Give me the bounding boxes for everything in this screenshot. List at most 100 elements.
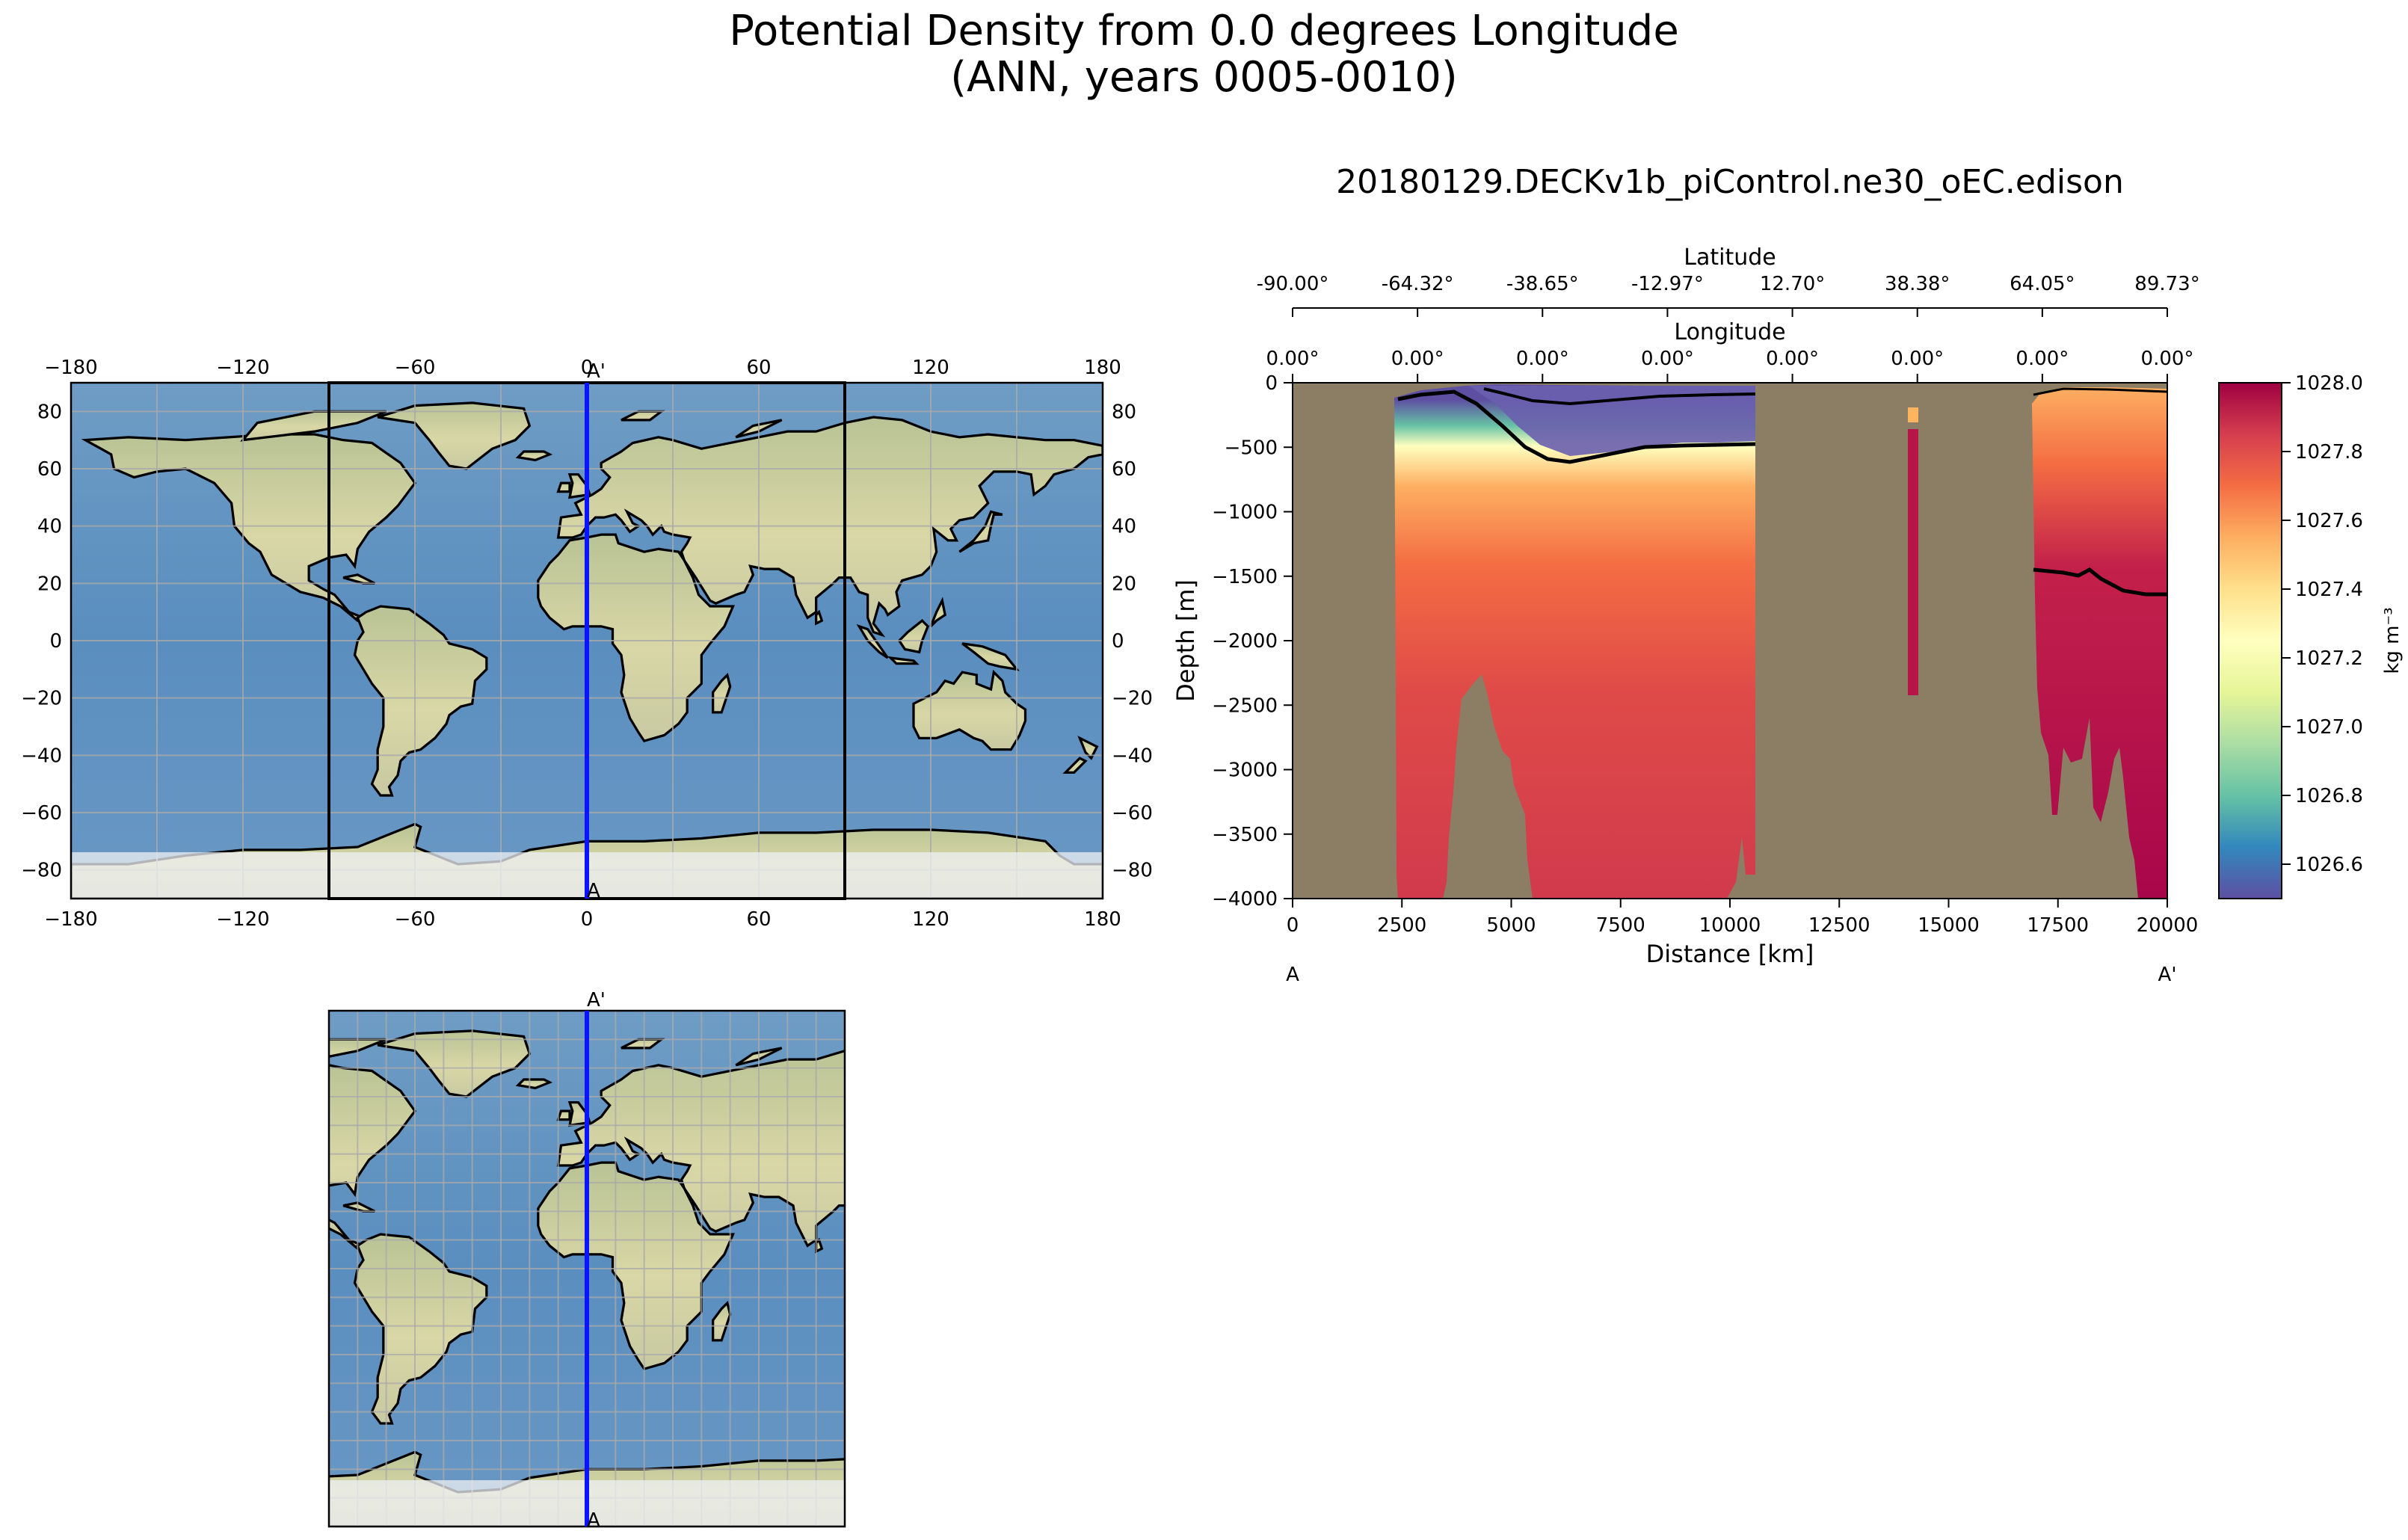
density-med-surface	[1908, 407, 1918, 422]
longitude-tick: 0.00°	[2141, 348, 2194, 370]
section-ytick: −4000	[1212, 888, 1278, 911]
map-ytick-left: 60	[37, 458, 62, 481]
longitude-ticks: 0.00° 0.00° 0.00° 0.00° 0.00° 0.00° 0.00° 0.00°	[1266, 348, 2194, 383]
longitude-tick: 0.00°	[1891, 348, 1944, 370]
map-ytick-left: −40	[21, 745, 62, 767]
section-xtick: 17500	[2027, 914, 2089, 937]
map-ytick-right: 80	[1112, 401, 1136, 423]
map-xtick-bottom: −120	[216, 908, 269, 931]
figure-title-line1: Potential Density from 0.0 degrees Longi…	[729, 7, 1679, 55]
map-ytick-left: 0	[49, 630, 62, 653]
colorbar-label: kg m⁻³	[2381, 607, 2404, 674]
map-xtick-top: 0	[581, 357, 594, 379]
map-xtick-top: −60	[395, 357, 436, 379]
colorbar	[2218, 382, 2282, 899]
longitude-tick: 0.00°	[1516, 348, 1569, 370]
surface-light-water	[1469, 386, 1755, 456]
colorbar-tick: 1026.6	[2295, 854, 2363, 876]
section-ytick: −1000	[1212, 502, 1278, 524]
longitude-axis-label: Longitude	[1674, 319, 1785, 345]
map-xtick-bottom: 180	[1084, 908, 1121, 931]
section-ytick: −1500	[1212, 566, 1278, 588]
latitude-tick: -64.32°	[1382, 273, 1454, 295]
section-ytick: 0	[1265, 372, 1278, 395]
zoom-transect-start-label: A	[587, 1509, 600, 1532]
longitude-tick: 0.00°	[1641, 348, 1694, 370]
map-xtick-bottom: −180	[44, 908, 97, 931]
section-start-label: A	[1286, 964, 1299, 986]
longitude-tick: 0.00°	[1766, 348, 1819, 370]
map-ytick-right: 40	[1112, 516, 1136, 538]
zoom-transect-end-label: A'	[587, 989, 606, 1011]
colorbar-tick: 1027.6	[2295, 510, 2363, 532]
latitude-tick: 12.70°	[1760, 273, 1825, 295]
colorbar-tick: 1026.8	[2295, 785, 2363, 807]
section-xlabel: Distance [km]	[1646, 940, 1814, 968]
map-xtick-top: −180	[44, 357, 97, 379]
map-xtick-top: 60	[746, 357, 771, 379]
map-ytick-right: 60	[1112, 458, 1136, 481]
map-xtick-bottom: 0	[581, 908, 594, 931]
colorbar-tick: 1027.0	[2295, 716, 2363, 739]
section-xtick: 20000	[2137, 914, 2199, 937]
section-xtick: 15000	[1918, 914, 1980, 937]
density-contour	[2033, 567, 2167, 597]
section-xtick: 12500	[1808, 914, 1870, 937]
section-xtick: 10000	[1699, 914, 1761, 937]
transect-end-label: A'	[587, 360, 606, 383]
section-ylabel: Depth [m]	[1171, 579, 1200, 702]
latitude-tick: -12.97°	[1631, 273, 1704, 295]
map-ytick-right: −20	[1112, 688, 1153, 710]
map-ytick-right: −40	[1112, 745, 1153, 767]
latitude-ticks: -90.00° -64.32° -38.65° -12.97° 12.70° 38.38°…	[1257, 273, 2200, 317]
figure-title-line2: (ANN, years 0005-0010)	[950, 53, 1458, 102]
map-xtick-bottom: −60	[395, 908, 436, 931]
density-contour	[2033, 387, 2167, 396]
map-ytick-left: −20	[21, 688, 62, 710]
section-ytick: −2500	[1212, 694, 1278, 717]
latitude-axis-label: Latitude	[1684, 244, 1776, 271]
map-xtick-top: −120	[216, 357, 269, 379]
latitude-tick: 64.05°	[2010, 273, 2075, 295]
transect-section: 0 2500 5000 7500 10000 12500 15000 17500 200000−…	[1171, 244, 2404, 986]
latitude-tick: 89.73°	[2134, 273, 2199, 295]
density-field-south	[1394, 384, 1755, 899]
section-xtick: 7500	[1596, 914, 1645, 937]
density-field-north	[2032, 387, 2167, 899]
map-xtick-bottom: 120	[912, 908, 949, 931]
colorbar-tick: 1028.0	[2295, 372, 2363, 395]
zoom-map: A' A	[327, 989, 846, 1532]
section-xtick: 5000	[1486, 914, 1536, 937]
section-xtick: 0	[1287, 914, 1299, 937]
section-ytick: −2000	[1212, 630, 1278, 653]
colorbar-tick: 1027.8	[2295, 441, 2363, 463]
map-ytick-right: −80	[1112, 860, 1153, 882]
density-contour	[1397, 389, 1756, 464]
density-field-med	[1908, 429, 1918, 695]
transect-start-label: A	[587, 880, 600, 902]
colorbar-tick: 1027.2	[2295, 647, 2363, 670]
map-ytick-right: −60	[1112, 802, 1153, 825]
map-ytick-left: 40	[37, 516, 62, 538]
map-xtick-bottom: 60	[746, 908, 771, 931]
longitude-tick: 0.00°	[1391, 348, 1444, 370]
latitude-tick: 38.38°	[1885, 273, 1950, 295]
map-ytick-left: 20	[37, 573, 62, 595]
longitude-tick: 0.00°	[1266, 348, 1320, 370]
map-ytick-left: 80	[37, 401, 62, 423]
latitude-tick: -38.65°	[1506, 273, 1579, 295]
longitude-tick: 0.00°	[2016, 348, 2069, 370]
map-xtick-top: 120	[912, 357, 949, 379]
map-xtick-top: 180	[1084, 357, 1121, 379]
map-ytick-right: 0	[1112, 630, 1124, 653]
map-ytick-left: −60	[21, 802, 62, 825]
map-ytick-left: −80	[21, 860, 62, 882]
latitude-tick: -90.00°	[1257, 273, 1329, 295]
transect-title: 20180129.DECKv1b_piControl.ne30_oEC.edis…	[1336, 163, 2124, 201]
density-contour	[1483, 387, 1756, 406]
colorbar-ticks: 1028.0 1027.8 1027.6 1027.4 1027.2 1027.0 1026…	[2282, 372, 2363, 876]
map-ytick-right: 20	[1112, 573, 1136, 595]
section-ticks: 0 2500 5000 7500 10000 12500 15000 17500 200000−…	[1212, 372, 2198, 937]
colorbar-tick: 1027.4	[2295, 579, 2363, 601]
